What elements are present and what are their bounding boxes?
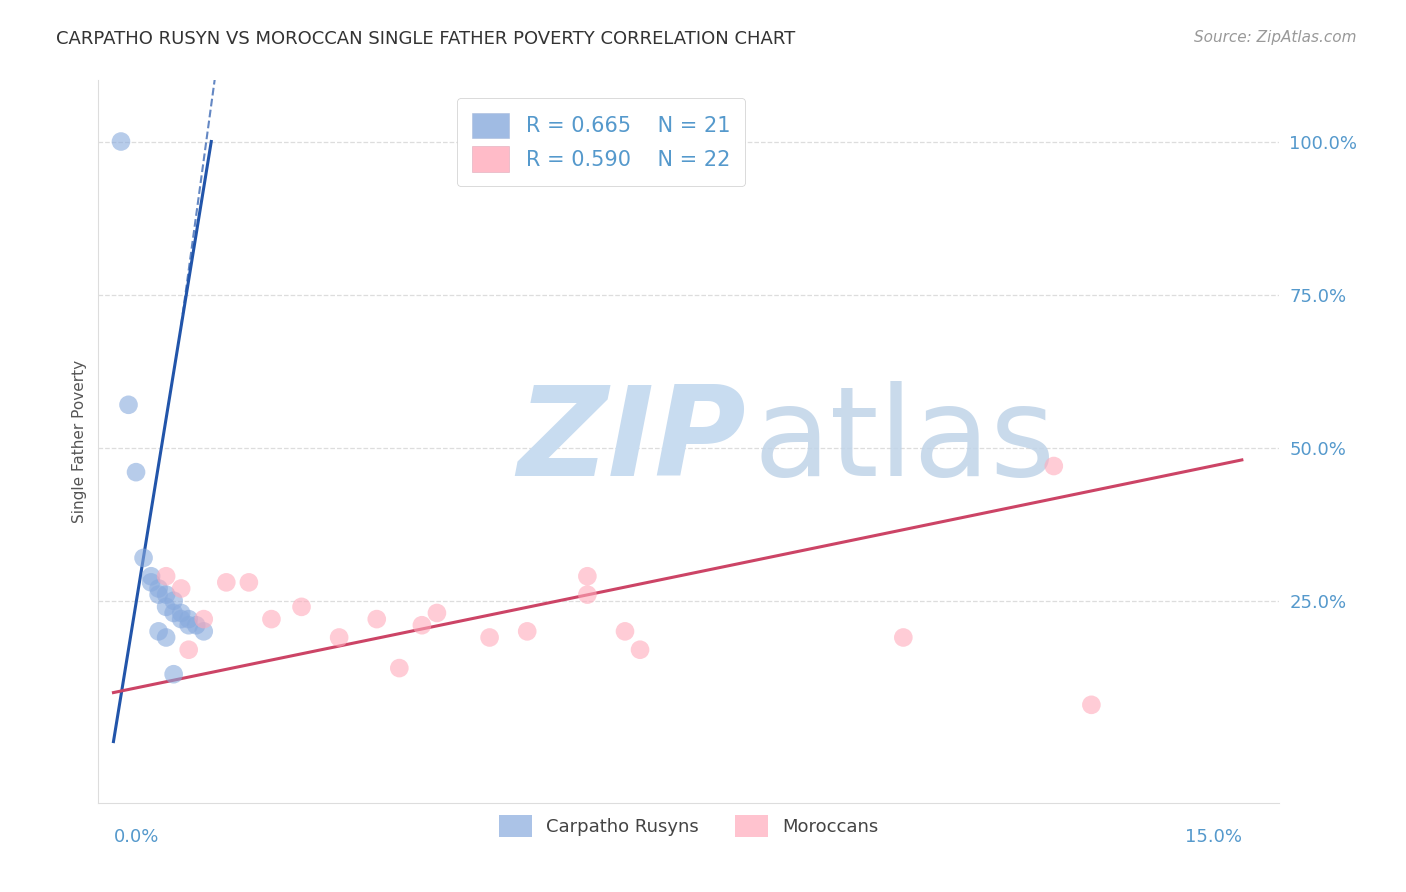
Point (148, 582, 170, 596)
Point (170, 606, 193, 620)
Legend: Carpatho Rusyns, Moroccans: Carpatho Rusyns, Moroccans (492, 808, 886, 845)
Point (576, 569, 599, 583)
Point (170, 612, 193, 626)
Point (110, 135, 132, 149)
Point (117, 398, 139, 412)
Point (366, 612, 388, 626)
Point (260, 612, 283, 626)
Point (1080, 698, 1102, 712)
Point (576, 588, 599, 602)
Point (193, 624, 215, 639)
Text: ZIP: ZIP (517, 381, 747, 502)
Point (215, 575, 238, 590)
Point (1042, 458, 1064, 473)
Point (186, 618, 208, 632)
Text: 15.0%: 15.0% (1185, 828, 1241, 846)
Point (155, 599, 177, 614)
Point (177, 618, 200, 632)
Point (148, 624, 170, 639)
Point (193, 612, 215, 626)
Point (125, 465, 148, 479)
Point (628, 642, 651, 657)
Point (155, 631, 177, 645)
Point (388, 661, 411, 675)
Text: atlas: atlas (754, 381, 1056, 502)
Point (155, 569, 177, 583)
Point (516, 624, 538, 639)
Point (139, 575, 162, 590)
Point (290, 599, 312, 614)
Y-axis label: Single Father Poverty: Single Father Poverty (72, 360, 87, 523)
Point (155, 588, 177, 602)
Text: CARPATHO RUSYN VS MOROCCAN SINGLE FATHER POVERTY CORRELATION CHART: CARPATHO RUSYN VS MOROCCAN SINGLE FATHER… (56, 30, 796, 48)
Point (132, 550, 155, 565)
Point (614, 624, 637, 639)
Point (163, 667, 186, 681)
Text: 0.0%: 0.0% (114, 828, 159, 846)
Point (177, 642, 200, 657)
Text: Source: ZipAtlas.com: Source: ZipAtlas.com (1194, 30, 1357, 45)
Point (328, 631, 350, 645)
Point (891, 631, 914, 645)
Point (148, 588, 170, 602)
Point (170, 582, 193, 596)
Point (177, 612, 200, 626)
Point (478, 631, 501, 645)
Point (163, 606, 186, 620)
Point (139, 569, 162, 583)
Point (163, 593, 186, 607)
Point (238, 575, 260, 590)
Point (426, 606, 449, 620)
Point (411, 618, 433, 632)
